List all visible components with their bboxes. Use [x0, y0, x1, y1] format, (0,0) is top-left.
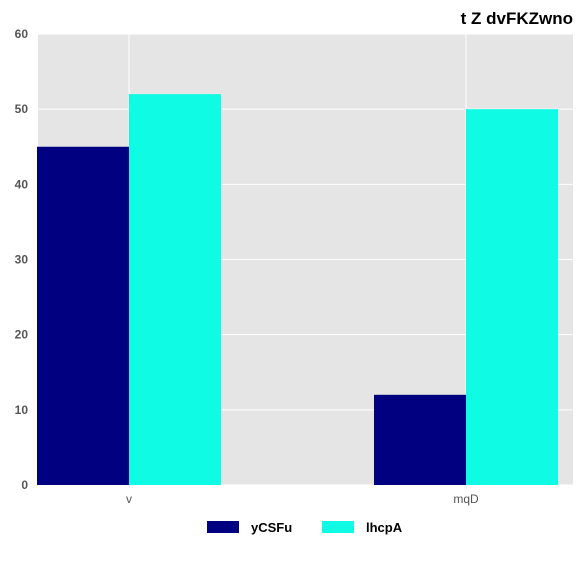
bars: [37, 94, 558, 486]
y-tick-label: 10: [15, 403, 29, 417]
bar-yCSFu-mqD: [374, 394, 466, 485]
x-axis-ticks: v mqD: [126, 492, 479, 506]
legend-label-lhcpA: lhcpA: [366, 520, 403, 535]
bar-lhcpA-v: [129, 94, 221, 485]
legend-swatch-yCSFu: [207, 521, 239, 533]
x-tick-label: mqD: [453, 492, 479, 506]
legend-swatch-lhcpA: [322, 521, 354, 533]
bar-yCSFu-v: [37, 146, 129, 485]
y-tick-label: 30: [15, 253, 29, 267]
y-tick-label: 40: [15, 177, 29, 191]
y-tick-label: 0: [21, 478, 28, 492]
chart-title: t Z dvFKZwno: [461, 9, 573, 28]
x-tick-label: v: [126, 492, 132, 506]
y-tick-label: 50: [15, 102, 29, 116]
legend: yCSFu lhcpA: [207, 520, 403, 535]
bar-lhcpA-mqD: [466, 109, 558, 486]
y-tick-label: 60: [15, 27, 29, 41]
legend-label-yCSFu: yCSFu: [251, 520, 292, 535]
y-tick-label: 20: [15, 328, 29, 342]
y-axis-ticks: 0 10 20 30 40 50 60: [15, 27, 29, 492]
